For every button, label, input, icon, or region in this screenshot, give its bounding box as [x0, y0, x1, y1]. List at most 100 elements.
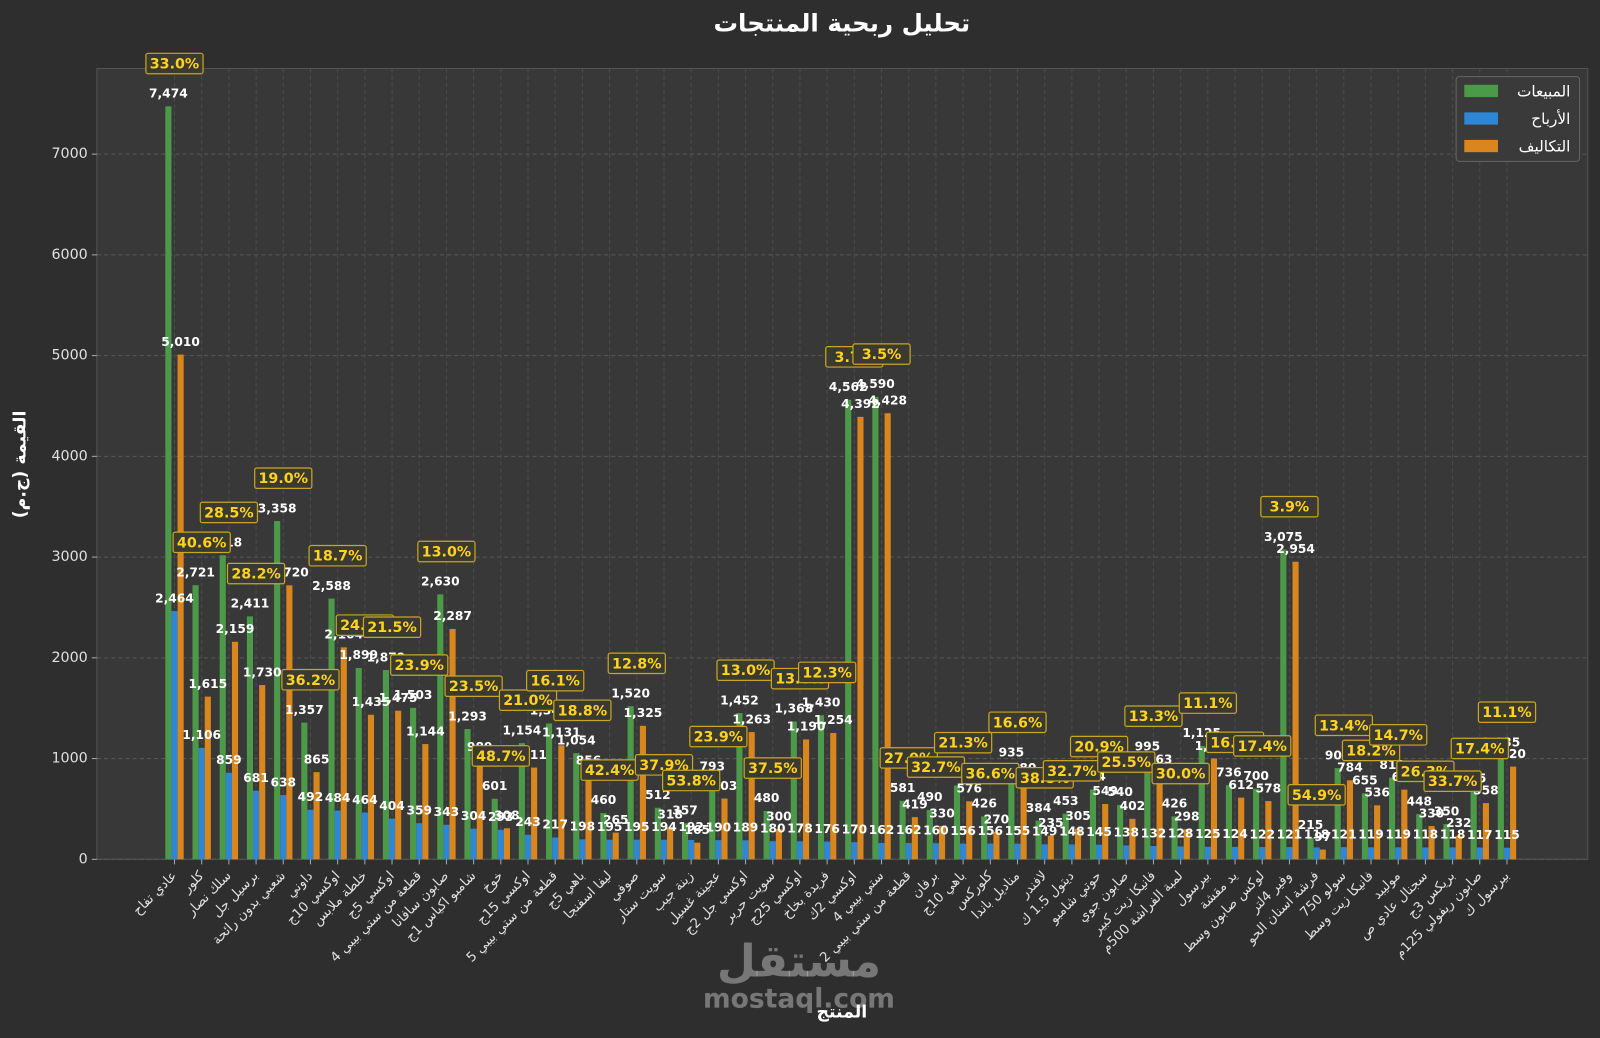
- value-label: 480: [754, 791, 780, 805]
- bar: [694, 842, 701, 860]
- bar: [1123, 845, 1130, 860]
- bar: [503, 828, 510, 860]
- margin-box: [199, 501, 259, 524]
- margin-label: 18.8%: [558, 703, 608, 719]
- margin-box: [145, 52, 204, 75]
- margin-badge: 25.5%: [1097, 751, 1156, 773]
- margin-box: [1423, 770, 1482, 793]
- margin-box: [689, 725, 748, 748]
- margin-box: [390, 654, 449, 676]
- margin-badge: 3.9%: [1260, 495, 1319, 518]
- bar: [219, 555, 226, 860]
- bar: [660, 839, 668, 860]
- y-tick-label: 7000: [51, 146, 87, 162]
- value-label: 2,630: [421, 575, 460, 589]
- bar: [775, 829, 782, 860]
- value-label: 121: [1331, 827, 1357, 841]
- value-label: 464: [352, 793, 378, 807]
- value-label: 536: [1364, 786, 1390, 800]
- bar: [388, 818, 396, 860]
- margin-label: 13.0%: [422, 545, 472, 561]
- bar: [204, 696, 211, 860]
- bar: [872, 396, 879, 860]
- value-label: 1,899: [339, 648, 378, 662]
- margin-box: [797, 661, 857, 684]
- bar: [225, 772, 232, 860]
- value-label: 1,106: [182, 728, 221, 742]
- bar: [355, 667, 362, 860]
- value-label: 318: [657, 808, 683, 822]
- bar: [1089, 789, 1097, 860]
- value-label: 194: [651, 820, 677, 834]
- bar: [422, 744, 429, 860]
- value-label: 178: [787, 822, 813, 836]
- value-label: 512: [645, 788, 671, 802]
- margin-label: 28.5%: [204, 505, 254, 521]
- value-label: 243: [515, 815, 541, 829]
- value-label: 1,730: [243, 665, 282, 679]
- value-label: 118: [1304, 828, 1330, 842]
- bar: [721, 798, 728, 860]
- bar: [1455, 835, 1462, 860]
- bar: [796, 841, 804, 860]
- value-label: 117: [1467, 828, 1493, 842]
- margin-badge: 37.5%: [743, 757, 802, 779]
- value-label: 149: [1032, 825, 1058, 839]
- margin-badge: 13.0%: [417, 540, 476, 563]
- margin-label: 40.6%: [177, 535, 226, 551]
- margin-badge: 17.4%: [1450, 737, 1509, 760]
- bar: [878, 842, 885, 860]
- margin-label: 54.9%: [1292, 788, 1342, 804]
- bar: [1340, 847, 1347, 860]
- bar: [1129, 818, 1136, 860]
- margin-badge: 17.4%: [1233, 735, 1292, 757]
- margin-box: [743, 757, 802, 779]
- margin-label: 33.0%: [150, 57, 200, 73]
- margin-label: 17.4%: [1455, 741, 1505, 757]
- bar: [1510, 766, 1517, 860]
- margin-box: [1477, 701, 1537, 723]
- legend-swatch: [1464, 139, 1498, 153]
- margin-badge: 18.7%: [308, 544, 367, 567]
- bar: [1047, 835, 1054, 860]
- value-label: 190: [706, 820, 732, 834]
- value-label: 162: [896, 823, 922, 837]
- value-label: 1,325: [624, 706, 663, 720]
- margin-badge: 13.4%: [1314, 714, 1374, 737]
- margin-label: 12.3%: [802, 665, 852, 681]
- bar: [1041, 844, 1048, 860]
- margin-badge: 23.5%: [444, 675, 503, 698]
- margin-badge: 23.9%: [689, 725, 748, 748]
- value-label: 460: [591, 793, 617, 807]
- legend-label: المبيعات: [1517, 82, 1570, 100]
- value-label: 293: [488, 810, 514, 824]
- value-label: 484: [325, 791, 351, 805]
- bar: [606, 839, 613, 860]
- x-axis-label: المنتج: [816, 1002, 867, 1022]
- value-label: 330: [1419, 806, 1445, 820]
- value-label: 350: [1434, 804, 1460, 818]
- margin-label: 3.9%: [1270, 500, 1310, 516]
- margin-box: [933, 731, 993, 754]
- bar: [899, 800, 906, 860]
- bar: [932, 843, 939, 860]
- margin-label: 12.8%: [612, 656, 662, 672]
- value-label: 128: [1168, 827, 1194, 841]
- margin-label: 25.5%: [1102, 755, 1152, 771]
- margin-box: [1287, 783, 1346, 806]
- value-label: 215: [1298, 818, 1324, 832]
- bar: [1238, 797, 1245, 860]
- margin-label: 23.9%: [694, 730, 744, 746]
- watermark: mostaql.com: [703, 984, 895, 1015]
- value-label: 638: [270, 775, 296, 789]
- y-tick-label: 6000: [51, 247, 87, 263]
- value-label: 549: [1092, 784, 1118, 798]
- bar: [884, 413, 891, 860]
- margin-label: 18.2%: [1346, 743, 1396, 759]
- margin-label: 32.7%: [1047, 764, 1097, 780]
- margin-badge: 40.6%: [172, 531, 231, 554]
- bar: [1449, 847, 1456, 860]
- value-label: 192: [678, 820, 704, 834]
- value-label: 1,503: [394, 688, 433, 702]
- value-label: 426: [971, 797, 997, 811]
